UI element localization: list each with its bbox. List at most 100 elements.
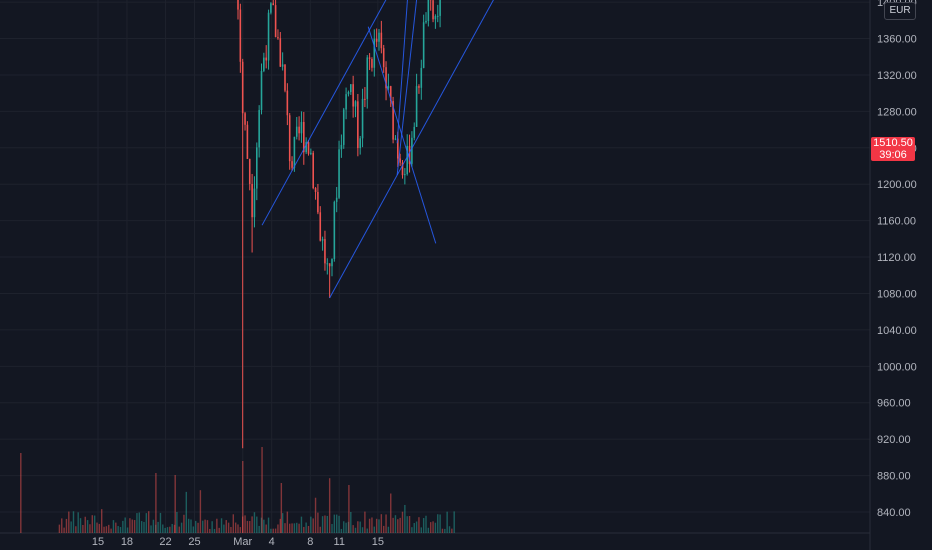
- volume-bar: [279, 518, 281, 533]
- volume-bar: [303, 526, 305, 533]
- volume-bar: [368, 518, 371, 533]
- candle-body: [387, 86, 390, 89]
- volume-bar: [253, 512, 256, 533]
- volume-bar: [211, 521, 213, 533]
- volume-bar: [446, 511, 448, 533]
- volume-bar: [277, 524, 279, 533]
- volume-bar: [58, 524, 61, 533]
- volume-bar: [319, 526, 321, 533]
- volume-bar: [293, 523, 296, 533]
- volume-bar: [420, 527, 422, 533]
- candle-body: [340, 144, 343, 150]
- candle-body: [307, 142, 310, 154]
- candle-body: [347, 92, 350, 95]
- candle-body: [404, 174, 406, 176]
- candle-body: [420, 67, 423, 88]
- volume-bar: [180, 522, 183, 533]
- candle-body: [300, 121, 303, 134]
- candle-body: [439, 0, 441, 16]
- volume-bar: [280, 483, 283, 533]
- y-tick-label: 1320.00: [877, 70, 917, 82]
- volume-bar: [199, 490, 202, 533]
- candle-body: [248, 158, 251, 184]
- volume-bar: [133, 520, 136, 533]
- candle-body: [246, 124, 249, 159]
- bar-countdown-label: 39:06: [879, 149, 907, 161]
- candle-body: [310, 152, 312, 154]
- x-tick-label: 11: [334, 536, 345, 548]
- candle-body: [394, 138, 397, 140]
- volume-bar: [352, 525, 354, 533]
- volume-bar: [209, 528, 211, 533]
- volume-bar: [93, 515, 96, 533]
- candle-body: [286, 90, 289, 116]
- trendline: [396, 0, 408, 144]
- candle-body: [263, 57, 265, 71]
- candle-body: [256, 147, 258, 189]
- candle-body: [368, 57, 371, 59]
- candle-body: [354, 101, 357, 107]
- volume-bar: [159, 512, 162, 533]
- trendline: [329, 0, 494, 299]
- volume-bar: [307, 525, 310, 533]
- y-tick-label: 1200.00: [877, 179, 917, 191]
- volume-bar: [300, 516, 303, 533]
- volume-bar: [406, 516, 408, 533]
- volume-bar: [171, 523, 173, 533]
- volume-bar: [256, 516, 258, 533]
- volume-bar: [321, 516, 324, 533]
- volume-bar: [75, 526, 77, 533]
- volume-bar: [213, 528, 216, 533]
- candle-body: [277, 37, 279, 39]
- candle-body: [303, 121, 305, 153]
- volume-bar: [380, 514, 383, 533]
- x-tick-label: 15: [372, 536, 384, 548]
- candle-body: [422, 22, 425, 68]
- volume-bar: [326, 515, 328, 533]
- volume-bar: [265, 524, 267, 533]
- volume-bar: [174, 475, 176, 533]
- candle-body: [366, 57, 369, 99]
- volume-bar: [343, 521, 345, 533]
- volume-bar: [115, 522, 117, 533]
- volume-bar: [77, 512, 79, 533]
- volume-bar: [122, 520, 124, 533]
- volume-bar: [176, 511, 178, 533]
- candle-body: [237, 0, 239, 10]
- volume-bar: [390, 493, 392, 533]
- candle-body: [352, 84, 354, 107]
- volume-bar: [336, 514, 338, 533]
- volume-bar: [162, 524, 164, 533]
- candle-body: [251, 183, 253, 218]
- volume-bar: [251, 516, 253, 533]
- candle-body: [253, 188, 256, 218]
- currency-button[interactable]: EUR: [884, 2, 916, 20]
- x-tick-label: 18: [121, 536, 133, 548]
- volume-bar: [338, 515, 340, 533]
- volume-bar: [430, 522, 432, 533]
- volume-bar: [314, 497, 317, 533]
- volume-bar: [117, 526, 119, 533]
- volume-bar: [286, 511, 289, 533]
- volume-bar: [296, 522, 298, 533]
- volume-bar: [225, 520, 227, 533]
- candle-body: [333, 201, 336, 259]
- y-tick-label: 840.00: [877, 507, 911, 519]
- volume-bar: [415, 521, 418, 533]
- volume-bar: [361, 527, 364, 533]
- volume-bar: [234, 522, 237, 533]
- volume-bar: [289, 523, 291, 533]
- volume-bar: [20, 453, 22, 533]
- candle-body: [399, 158, 401, 163]
- volume-bar: [378, 519, 380, 533]
- candle-body: [434, 16, 437, 20]
- volume-bar: [434, 522, 437, 533]
- volume-bar: [140, 521, 143, 533]
- candle-body: [319, 212, 322, 241]
- candle-body: [293, 136, 296, 168]
- candle-body: [436, 15, 439, 17]
- volume-bar: [422, 518, 425, 533]
- y-tick-label: 960.00: [877, 398, 911, 410]
